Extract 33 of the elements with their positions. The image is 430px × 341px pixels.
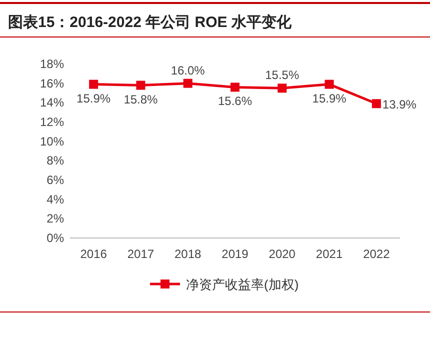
point	[183, 78, 192, 88]
data-label: 15.5%	[265, 68, 300, 82]
x-tick-label: 2020	[268, 247, 296, 261]
y-tick-label: 14%	[40, 96, 64, 110]
y-tick-label: 16%	[40, 76, 64, 90]
point	[324, 80, 334, 89]
y-tick-label: 18%	[40, 57, 64, 71]
data-label: 15.8%	[124, 92, 158, 106]
y-tick-label: 12%	[40, 115, 64, 129]
x-tick-label: 2019	[222, 247, 249, 261]
point	[372, 99, 381, 108]
y-tick-label: 6%	[46, 173, 64, 187]
x-tick-label: 2022	[363, 247, 390, 261]
point	[136, 80, 146, 90]
point	[230, 82, 240, 92]
data-label: 15.9%	[76, 91, 111, 106]
data-label: 16.0%	[170, 63, 206, 78]
data-label: 15.9%	[312, 91, 347, 106]
x-tick-label: 2018	[174, 247, 202, 261]
x-tick-label: 2017	[127, 247, 154, 261]
data-label: 15.6%	[218, 94, 252, 108]
y-tick-label: 4%	[46, 192, 64, 206]
y-tick-label: 8%	[46, 154, 64, 168]
x-tick-label: 2016	[80, 247, 108, 261]
point	[89, 80, 98, 89]
y-tick-label: 10%	[40, 134, 64, 148]
chart-title: 图表15：2016-2022 年公司 ROE 水平变化	[8, 13, 292, 31]
point	[278, 84, 287, 93]
y-tick-label: 0%	[46, 231, 64, 245]
data-label: 13.9%	[382, 98, 417, 112]
legend-label: 净资产收益率(加权)	[186, 277, 299, 292]
x-tick-label: 2021	[316, 247, 343, 261]
y-tick-label: 2%	[46, 212, 64, 226]
